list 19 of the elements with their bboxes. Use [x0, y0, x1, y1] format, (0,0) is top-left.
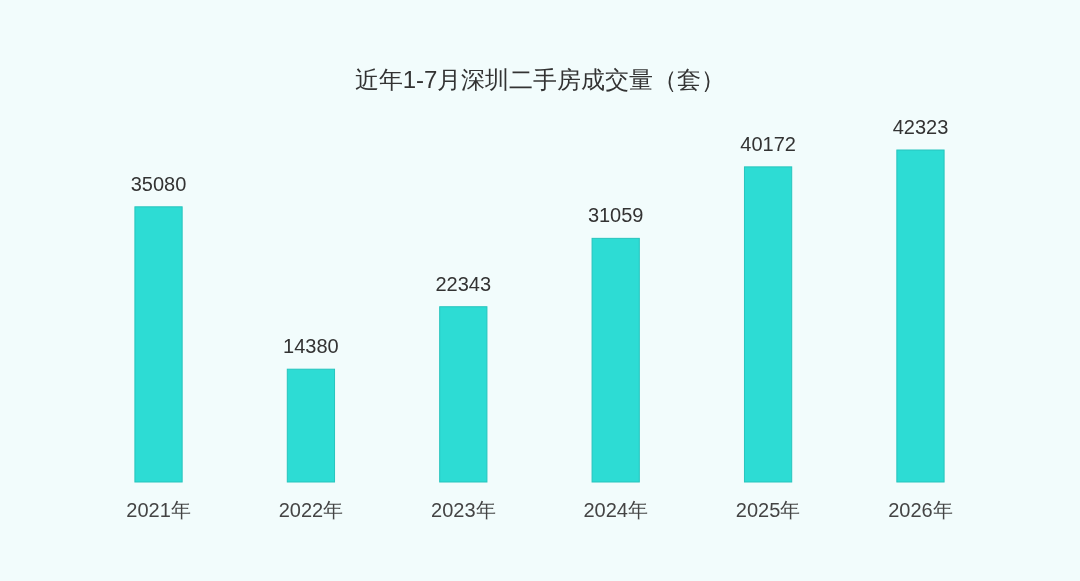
- data-label: 35080: [130, 172, 187, 195]
- x-tick-label: 2025年: [735, 499, 801, 521]
- data-label: 40172: [740, 132, 796, 155]
- bar: [591, 237, 640, 483]
- x-tick-label: 2026年: [888, 499, 953, 521]
- x-tick-label: 2022年: [278, 499, 344, 521]
- bar: [286, 368, 336, 483]
- bar: [896, 149, 945, 483]
- x-tick-label: 2021年: [126, 499, 191, 521]
- x-tick-label: 2024年: [583, 499, 648, 521]
- bar: [439, 306, 488, 483]
- data-label: 14380: [283, 335, 339, 358]
- x-tick-label: 2023年: [431, 499, 496, 521]
- bar: [134, 206, 183, 483]
- data-label: 31059: [587, 204, 644, 227]
- bar: [743, 166, 793, 483]
- chart-title: 近年1-7月深圳二手房成交量（套）: [354, 66, 726, 93]
- data-label: 22343: [435, 272, 492, 295]
- data-label: 42323: [892, 116, 949, 138]
